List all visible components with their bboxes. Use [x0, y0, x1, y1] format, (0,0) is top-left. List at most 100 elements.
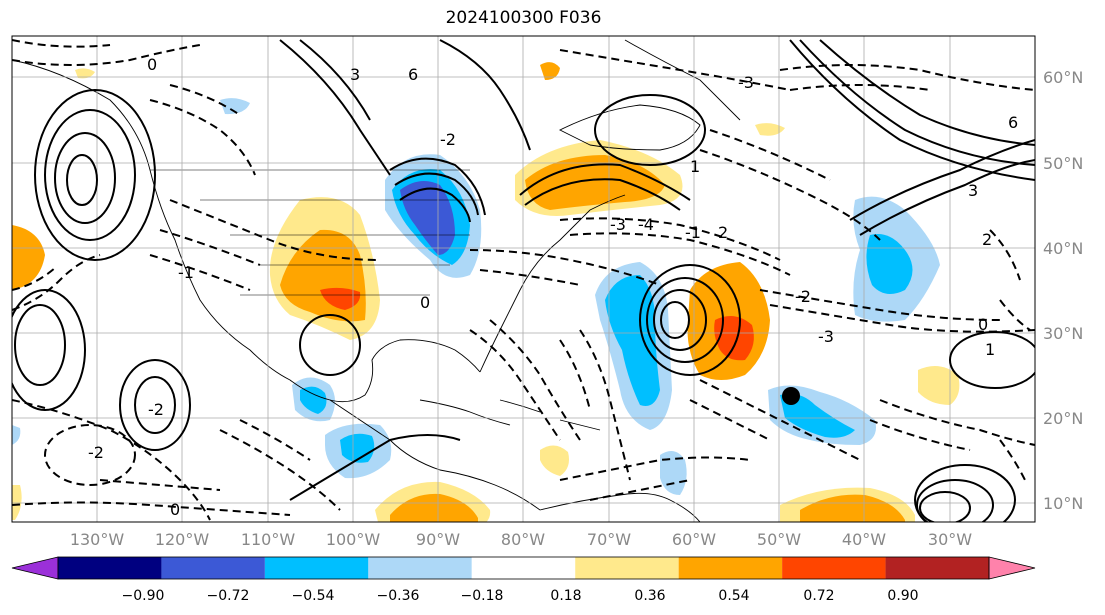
- contour-label: -4: [638, 215, 654, 234]
- contour-label: 2: [718, 223, 728, 242]
- contour-label: 2: [982, 230, 992, 249]
- coast-hudson-area: [558, 104, 701, 151]
- colorbar-tick-label: −0.54: [292, 588, 335, 604]
- shade-east-small: [918, 366, 960, 405]
- shade-lakes-core: [400, 181, 455, 255]
- shade-atl-neg: [605, 275, 660, 406]
- lon-label: 100°W: [326, 530, 381, 549]
- contour-label: 0: [147, 55, 157, 74]
- lon-label: 120°W: [155, 530, 210, 549]
- colorbar-tick-label: −0.36: [377, 588, 420, 604]
- colorbar-frame: [57, 556, 990, 580]
- longitude-labels: 130°W 120°W 110°W 100°W 90°W 80°W 70°W 6…: [70, 530, 972, 549]
- lat-label: 40°N: [1043, 239, 1083, 258]
- shade-mex: [300, 386, 327, 414]
- map-title: 2024100300 F036: [445, 8, 602, 28]
- shade-carib-small: [540, 445, 569, 476]
- lon-label: 130°W: [70, 530, 125, 549]
- colorbar-segment: [885, 557, 989, 579]
- contour-label: -3: [610, 215, 626, 234]
- lon-label: 70°W: [587, 530, 631, 549]
- lat-label: 20°N: [1043, 409, 1083, 428]
- graticule: [12, 36, 1035, 522]
- shade-n-small: [540, 62, 560, 80]
- shade-sw-edge: [12, 485, 22, 520]
- contour-label: -2: [88, 443, 104, 462]
- colorbar-segment: [471, 557, 576, 579]
- contour-label: 3: [968, 181, 978, 200]
- contours-negative: [12, 39, 1035, 521]
- lat-label: 10°N: [1043, 494, 1083, 513]
- colorbar-segment: [161, 557, 265, 579]
- contour-label: 0: [978, 315, 988, 334]
- lon-label: 40°W: [842, 530, 886, 549]
- shade-natl-tiny: [755, 123, 785, 136]
- contour-label: 0: [170, 500, 180, 519]
- storm-marker: [782, 387, 800, 405]
- coast-central-america: [329, 399, 541, 511]
- map-frame: [11, 35, 1036, 523]
- contour-label: -2: [440, 130, 456, 149]
- coast-south-america: [539, 492, 701, 522]
- colorbar-segment: [58, 557, 162, 579]
- colorbar-segment: [368, 557, 472, 579]
- contour-label: 6: [1008, 113, 1018, 132]
- shade-catl: [780, 393, 855, 438]
- colorbar-segment: [575, 557, 679, 579]
- shade-south: [390, 493, 478, 522]
- contour-label: -1: [685, 223, 701, 242]
- contour-label: 0: [420, 293, 430, 312]
- colorbar-extend-high: [988, 556, 1036, 580]
- colorbar-ticks: −0.90 −0.72 −0.54 −0.36 −0.18 0.18 0.36 …: [122, 588, 919, 604]
- coast-east-us: [479, 194, 626, 373]
- colorbar: [11, 556, 1036, 580]
- contour-label: 3: [350, 65, 360, 84]
- shade-nw-tiny: [75, 68, 95, 79]
- lon-label: 30°W: [928, 530, 972, 549]
- lon-label: 50°W: [757, 530, 801, 549]
- lat-label: 30°N: [1043, 324, 1083, 343]
- colorbar-tick-label: 0.72: [803, 588, 834, 604]
- coastlines: [12, 39, 741, 522]
- contour-label: -2: [148, 400, 164, 419]
- shade-nw-small: [220, 98, 250, 115]
- lon-label: 80°W: [501, 530, 545, 549]
- colorbar-tick-label: −0.18: [461, 588, 504, 604]
- contours-positive: [12, 39, 1035, 522]
- shade-plains-core: [320, 287, 361, 310]
- contour-labels: 0 -2 -3 -4 3 6 2 -1 1 -2 0 -3 -2 0 2 3 6…: [88, 55, 1018, 519]
- lon-label: 110°W: [241, 530, 296, 549]
- contour-label: -3: [818, 327, 834, 346]
- lon-label: 60°W: [672, 530, 716, 549]
- contour-label: -3: [738, 73, 754, 92]
- colorbar-tick-label: 0.18: [550, 588, 581, 604]
- shade-atl-pos-core: [714, 316, 754, 361]
- shade-se: [800, 494, 905, 522]
- contour-label: 1: [985, 340, 995, 359]
- contour-label: -1: [178, 263, 194, 282]
- colorbar-segment: [782, 557, 886, 579]
- shade-w-edge: [12, 425, 21, 445]
- lat-label: 50°N: [1043, 154, 1083, 173]
- latitude-labels: 60°N 50°N 40°N 30°N 20°N 10°N: [1043, 68, 1083, 513]
- lon-label: 90°W: [416, 530, 460, 549]
- shade-west-coast: [12, 225, 45, 290]
- colorbar-tick-label: −0.90: [122, 588, 165, 604]
- colorbar-extend-low: [11, 556, 59, 580]
- state-lines: [150, 169, 480, 296]
- lat-label: 60°N: [1043, 68, 1083, 87]
- shade-natl: [866, 234, 913, 294]
- colorbar-tick-label: 0.36: [634, 588, 665, 604]
- colorbar-tick-label: 0.54: [718, 588, 749, 604]
- colorbar-tick-label: 0.90: [887, 588, 918, 604]
- colorbar-tick-label: −0.72: [207, 588, 250, 604]
- contour-label: 1: [690, 157, 700, 176]
- colorbar-segment: [678, 557, 783, 579]
- coast-west-gulf: [12, 59, 481, 403]
- contour-label: -2: [795, 287, 811, 306]
- colorbar-segment: [264, 557, 369, 579]
- contour-label: 6: [408, 65, 418, 84]
- coast-caribbean-islands: [419, 399, 601, 431]
- coast-labrador: [624, 39, 741, 121]
